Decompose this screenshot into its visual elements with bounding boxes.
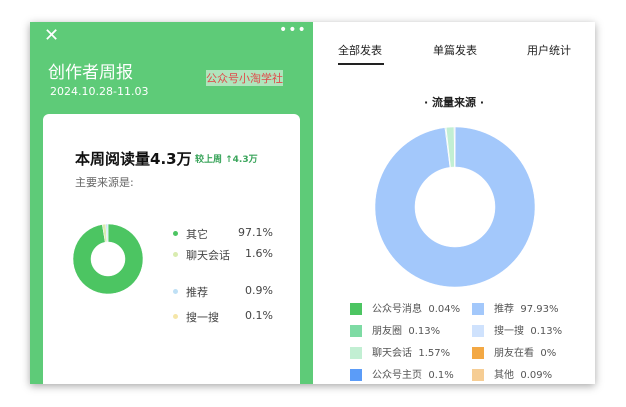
week-compare: 较上周 ↑4.3万 [195,155,258,165]
tab-users[interactable]: 用户统计 [527,44,571,57]
legend-value: 0.1% [428,370,454,381]
legend-swatch [472,325,484,337]
legend-item: 朋友圈 0.13% [350,322,440,337]
legend-name: 公众号主页 [372,370,422,381]
legend-value: 97.1% [238,226,273,239]
legend-name: 推荐 [494,304,514,315]
legend-item: 其他 0.09% [472,366,552,381]
slice-其它 [73,224,143,294]
legend-swatch [472,303,484,315]
weekly-reads: 本周阅读量4.3万 [75,150,192,168]
legend-name: 朋友在看 [494,348,534,359]
source-label: 主要来源是: [75,176,134,189]
chart-title: · 流量来源 · [423,96,485,109]
legend-value: 0.13% [530,326,563,337]
summary-card: 本周阅读量4.3万 较上周 ↑4.3万 主要来源是: 其它 97.1% 聊天会话 1.… [43,114,300,384]
legend-item: 搜一搜 0.13% [472,322,562,337]
legend-value: 1.6% [245,247,273,260]
legend-name: 其它 [186,228,208,241]
legend-swatch [472,369,484,381]
watermark: 公众号小淘学社 [206,70,283,86]
legend-name: 聊天会话 [186,249,230,262]
legend-item: 公众号消息 0.04% [350,300,460,315]
legend-dot [173,252,178,257]
source-donut [73,224,143,294]
legend-name: 朋友圈 [372,326,402,337]
legend-value: 0% [540,348,557,359]
legend-value: 1.57% [418,348,451,359]
report-window: ✕ ••• 创作者周报 2024.10.28-11.03 公众号小淘学社 本周阅… [30,22,595,384]
tab-all[interactable]: 全部发表 [338,44,382,57]
legend-name: 其他 [494,370,514,381]
legend-swatch [350,325,362,337]
page-title: 创作者周报 [48,63,133,83]
legend-name: 搜一搜 [494,326,524,337]
legend-dot [173,289,178,294]
legend-swatch [350,303,362,315]
legend-item: 聊天会话 1.57% [350,344,450,359]
legend-value: 0.09% [520,370,553,381]
legend-item: 公众号主页 0.1% [350,366,454,381]
legend-value: 0.04% [428,304,461,315]
legend-name: 推荐 [186,286,208,299]
legend-dot [173,231,178,236]
legend-value: 0.1% [245,309,273,322]
weekly-report-panel: ✕ ••• 创作者周报 2024.10.28-11.03 公众号小淘学社 本周阅… [30,22,313,384]
legend-item: 朋友在看 0% [472,344,556,359]
legend-swatch [472,347,484,359]
legend-item: 推荐 97.93% [472,300,559,315]
legend-value: 97.93% [520,304,559,315]
close-icon[interactable]: ✕ [44,25,60,46]
legend-value: 0.9% [245,284,273,297]
more-icon[interactable]: ••• [279,22,307,38]
legend-name: 搜一搜 [186,311,219,324]
legend-value: 0.13% [408,326,441,337]
legend-name: 聊天会话 [372,348,412,359]
traffic-donut [375,127,535,287]
date-range: 2024.10.28-11.03 [50,85,149,98]
legend-dot [173,314,178,319]
active-tab-indicator [338,63,384,65]
legend-swatch [350,369,362,381]
legend-swatch [350,347,362,359]
tab-bar: 全部发表 单篇发表 用户统计 [313,22,595,66]
slice-推荐 [375,127,535,287]
tab-single[interactable]: 单篇发表 [433,44,477,57]
legend-name: 公众号消息 [372,304,422,315]
